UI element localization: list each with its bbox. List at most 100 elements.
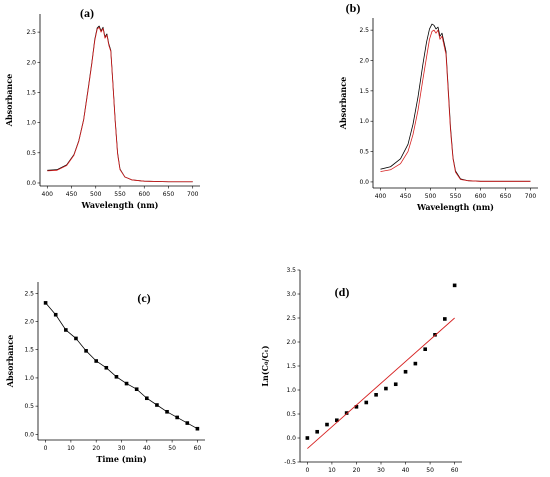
x-tick-label: 50	[168, 445, 176, 452]
series-line	[45, 302, 198, 430]
data-point	[433, 333, 437, 337]
y-tick-label: 1.5	[24, 347, 34, 354]
data-point	[423, 347, 427, 351]
x-tick-label: 40	[402, 467, 410, 474]
data-point	[53, 312, 58, 317]
x-tick-label: 0	[44, 445, 48, 452]
x-tick-label: 60	[451, 467, 459, 474]
x-axis-title: Time (min)	[96, 454, 146, 464]
y-tick-label: 0.5	[286, 411, 296, 418]
series-line	[47, 26, 193, 183]
y-axis-title: Ln(C₀/Cₜ)	[260, 345, 270, 386]
data-point	[175, 415, 179, 420]
y-tick-label: 0.0	[26, 180, 36, 187]
data-point	[413, 361, 418, 366]
y-tick-label: -0.5	[284, 459, 296, 466]
y-tick-label: 2.0	[359, 58, 369, 65]
data-point	[335, 418, 339, 423]
y-tick-label: 0.0	[286, 435, 296, 442]
x-tick-label: 700	[187, 191, 199, 198]
data-point	[124, 381, 129, 386]
y-axis-title: Absorbance	[4, 74, 14, 127]
y-tick-label: 2.0	[26, 59, 36, 66]
y-tick-label: 1.5	[286, 363, 296, 370]
x-tick-label: 600	[475, 193, 487, 200]
data-point	[443, 317, 447, 321]
y-tick-label: 3.5	[286, 267, 296, 274]
y-tick-label: 2.5	[26, 29, 36, 36]
data-point	[452, 283, 457, 288]
chart-panel-1: 400 450 500 550 600 650 700 0.0 0.5 1.0 1.5 2.0 2.5 W…	[4, 6, 200, 210]
x-tick-label: 40	[143, 445, 151, 452]
y-tick-label: 2.0	[24, 319, 34, 326]
y-tick-label: 2.5	[359, 27, 369, 34]
y-tick-label: 1.0	[24, 375, 34, 382]
y-tick-label: 0.0	[24, 431, 34, 438]
x-tick-label: 550	[450, 193, 462, 200]
y-tick-label: 0.0	[359, 179, 369, 186]
data-point	[84, 349, 88, 353]
y-tick-label: 0.5	[24, 403, 34, 410]
x-tick-label: 450	[400, 193, 412, 200]
data-point	[195, 426, 200, 431]
data-point	[64, 328, 68, 332]
x-tick-label: 500	[425, 193, 437, 200]
x-tick-label: 550	[114, 191, 126, 198]
data-point	[364, 400, 369, 405]
data-point	[354, 405, 359, 409]
data-point	[145, 396, 149, 401]
chart-panel-3: 0 10 20 30 40 50 60 0.0 0.5 1.0 1.5 2.0 2.5 Time (min…	[5, 282, 205, 464]
x-tick-label: 650	[163, 191, 175, 198]
data-point	[384, 386, 388, 391]
x-axis-title: Wavelength (nm)	[81, 200, 159, 210]
y-tick-label: 1.5	[26, 89, 36, 96]
data-point	[155, 403, 159, 407]
x-tick-label: 0	[305, 467, 309, 474]
data-point	[114, 375, 119, 379]
x-tick-label: 20	[353, 467, 361, 474]
x-tick-label: 400	[42, 191, 54, 198]
y-tick-label: 1.0	[286, 387, 296, 394]
y-tick-label: 1.5	[359, 88, 369, 95]
data-point	[74, 336, 78, 341]
y-tick-label: 2.5	[24, 290, 34, 297]
data-point	[305, 436, 310, 440]
y-tick-label: 1.0	[359, 118, 369, 125]
x-tick-label: 60	[194, 445, 202, 452]
x-tick-label: 400	[375, 193, 387, 200]
data-point	[94, 359, 98, 363]
y-axis-title: Absorbance	[338, 77, 348, 130]
x-tick-label: 700	[525, 193, 537, 200]
y-axis-title: Absorbance	[5, 335, 15, 388]
data-point	[393, 382, 398, 387]
data-point	[374, 393, 378, 397]
chart-panel-4: 0 10 20 30 40 50 60 -0.5 0.0 0.5 1.0 1.5 2.0 2.5 3.0 3.…	[260, 267, 462, 477]
x-tick-label: 600	[139, 191, 151, 198]
x-tick-label: 10	[67, 445, 75, 452]
x-tick-label: 50	[426, 467, 434, 474]
data-point	[43, 301, 48, 305]
panel-label: (b)	[346, 1, 361, 15]
x-tick-label: 30	[377, 467, 385, 474]
data-point	[344, 411, 349, 415]
x-tick-label: 500	[90, 191, 102, 198]
y-tick-label: 3.0	[286, 291, 296, 298]
fit-line	[307, 317, 455, 449]
x-tick-label: 20	[92, 445, 100, 452]
data-point	[403, 369, 408, 374]
y-tick-label: 0.5	[26, 150, 36, 157]
x-tick-label: 650	[500, 193, 512, 200]
data-point	[185, 421, 190, 425]
series-line	[47, 25, 193, 183]
data-point	[325, 422, 329, 427]
x-tick-label: 30	[118, 445, 126, 452]
panel-label: (c)	[137, 291, 150, 305]
x-axis-title: Wavelength (nm)	[416, 202, 494, 212]
y-tick-label: 1.0	[26, 120, 36, 127]
data-point	[315, 429, 319, 434]
series-line	[380, 29, 531, 182]
data-point	[134, 387, 139, 392]
series-line	[380, 23, 531, 182]
x-tick-label: 10	[328, 467, 336, 474]
